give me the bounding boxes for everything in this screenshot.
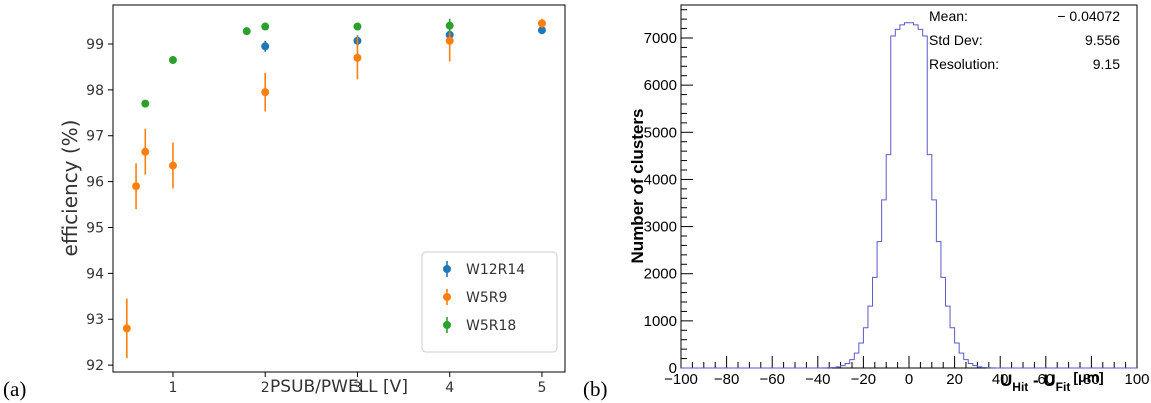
data-point (445, 36, 454, 45)
x-tick-label-b: −40 (805, 371, 830, 388)
y-tick-label-a: 92 (86, 358, 104, 374)
efficiency-chart: 1 2 3 4 5 92 93 94 95 96 97 98 99 PSUB/PWELL [V] eff… (3, 4, 566, 401)
legend-marker (443, 265, 451, 273)
data-point (261, 22, 270, 31)
y-tick-label-a: 94 (86, 266, 104, 282)
axis-ticks-a: 1 2 3 4 5 92 93 94 95 96 97 98 99 (86, 37, 546, 396)
panel-label-a: (a) (3, 377, 26, 401)
panel-label-b: (b) (583, 377, 608, 401)
legend: W12R14 W5R9 W5R18 (421, 251, 558, 353)
legend-label: W12R14 (466, 262, 525, 278)
y-tick-label-b: 5000 (644, 124, 677, 141)
plot-frame-a (112, 4, 566, 373)
y-tick-label-a: 98 (86, 83, 104, 99)
axis-ticks-b: −100 −80 −60 −40 −20 0 20 40 60 80 100010002000300… (644, 9, 1150, 388)
x-tick-label-a: 2 (261, 380, 270, 396)
residual-histogram: −100 −80 −60 −40 −20 0 20 40 60 80 100010002000300… (583, 4, 1150, 401)
y-tick-label-a: 99 (86, 37, 104, 53)
data-point (537, 26, 546, 35)
data-point (141, 99, 150, 108)
stat-res-value: 9.15 (1093, 56, 1120, 72)
y-tick-label-b: 1000 (644, 313, 677, 330)
y-tick-label-a: 95 (86, 220, 104, 236)
x-tick-label-b: −100 (664, 371, 698, 388)
y-axis-label-b: Number of clusters (628, 109, 647, 264)
x-tick-label-a: 4 (445, 380, 454, 396)
x-tick-label-a: 1 (168, 380, 177, 396)
stat-std-label: Std Dev: (929, 32, 983, 48)
x-tick-label-b: 20 (946, 371, 963, 388)
x-tick-label-b: 100 (1124, 371, 1149, 388)
y-tick-label-a: 97 (86, 129, 104, 145)
x-axis-label-b: UHit - UFit[μm] (1000, 369, 1104, 394)
data-point (261, 42, 270, 51)
x-label-u2: U (1043, 371, 1055, 390)
y-tick-label-b: 0 (669, 360, 677, 377)
legend-box (421, 251, 558, 353)
y-tick-label-b: 4000 (644, 171, 677, 188)
histogram-line (681, 22, 1137, 369)
legend-label: W5R9 (466, 290, 507, 306)
data-point (122, 324, 131, 333)
data-point (261, 88, 270, 97)
x-tick-label-b: −80 (714, 371, 739, 388)
x-tick-label-b: 60 (1037, 371, 1054, 388)
y-tick-label-b: 6000 (644, 77, 677, 94)
x-tick-label-a: 5 (537, 380, 546, 396)
data-points-a (122, 18, 546, 359)
legend-label: W5R18 (466, 318, 516, 334)
data-point (132, 182, 141, 191)
data-point (242, 27, 251, 36)
data-point (168, 56, 177, 65)
x-axis-label-a: PSUB/PWELL [V] (270, 377, 408, 397)
y-axis-label-a: efficiency (%) (58, 120, 82, 257)
legend-marker (443, 321, 451, 329)
x-tick-label-b: −60 (759, 371, 784, 388)
x-tick-label-b: −20 (851, 371, 876, 388)
x-tick-label-b: 0 (905, 371, 913, 388)
y-tick-label-b: 3000 (644, 219, 677, 236)
stat-mean-label: Mean: (929, 8, 968, 24)
stat-std-value: 9.556 (1085, 32, 1120, 48)
plot-frame-b (680, 4, 1138, 369)
x-label-u1: U (1000, 371, 1012, 390)
y-tick-label-b: 7000 (644, 30, 677, 47)
stats-box: Mean: − 0.04072 Std Dev: 9.556 Resolutio… (929, 8, 1120, 72)
x-label-unit: [μm] (1073, 369, 1103, 385)
x-label-sub-fit: Fit (1056, 380, 1071, 394)
data-point (445, 21, 454, 30)
legend-marker (443, 293, 451, 301)
data-point (537, 19, 546, 28)
x-tick-label-a: 3 (353, 380, 362, 396)
x-tick-label-b: 80 (1083, 371, 1100, 388)
data-point (168, 161, 177, 170)
data-point (141, 147, 150, 156)
y-tick-label-a: 96 (86, 175, 104, 191)
stat-res-label: Resolution: (929, 56, 999, 72)
data-point (353, 22, 362, 31)
stat-mean-value: − 0.04072 (1057, 8, 1120, 24)
x-label-sep: - (1028, 371, 1043, 390)
data-point (353, 53, 362, 62)
x-label-sub-hit: Hit (1012, 380, 1028, 394)
x-tick-label-b: 40 (992, 371, 1009, 388)
y-tick-label-b: 2000 (644, 266, 677, 283)
y-tick-label-a: 93 (86, 312, 104, 328)
